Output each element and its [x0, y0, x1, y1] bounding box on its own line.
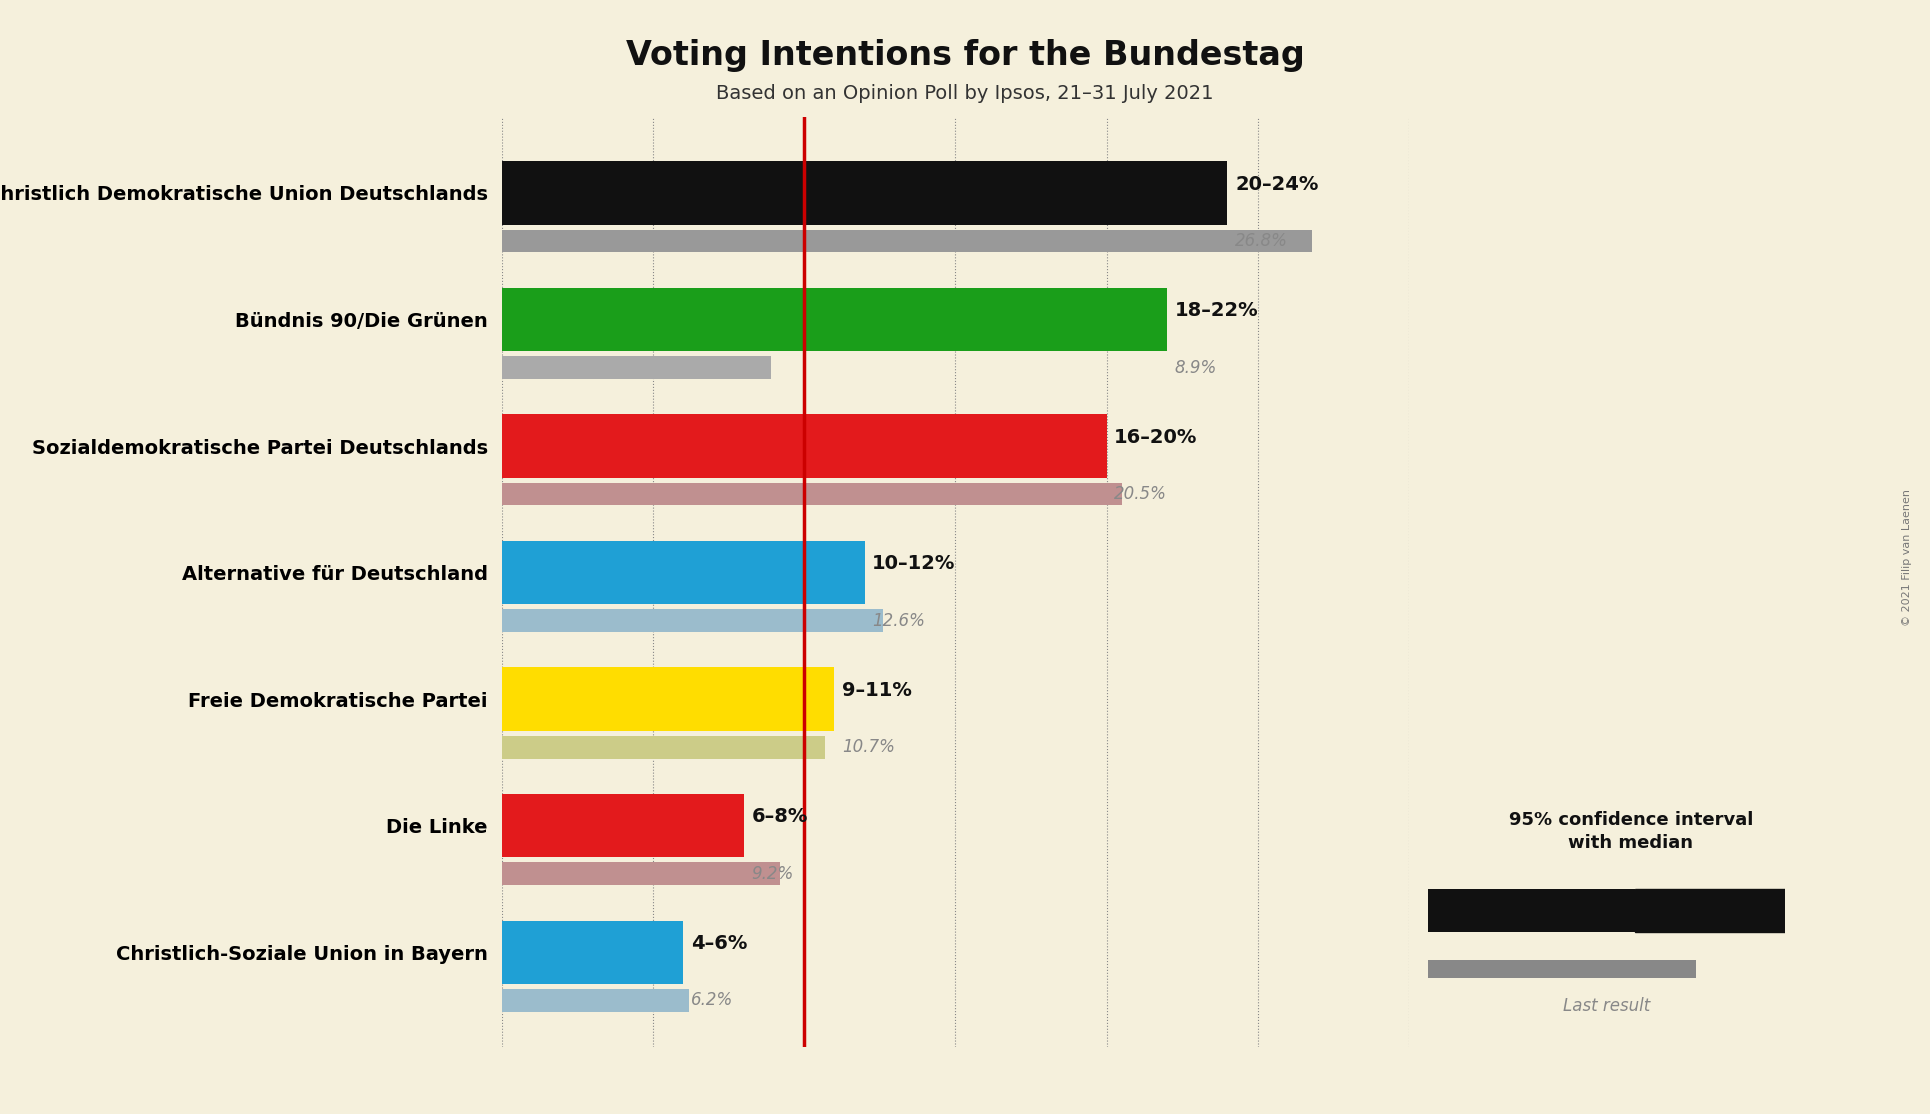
Text: 9–11%: 9–11% — [841, 681, 911, 700]
Text: 16–20%: 16–20% — [1114, 428, 1197, 447]
Text: 8.9%: 8.9% — [1175, 359, 1216, 377]
Bar — [1046, 287, 1168, 351]
Bar — [502, 229, 1312, 253]
Bar — [1428, 960, 1696, 978]
Bar — [502, 482, 1121, 506]
Bar — [986, 414, 1106, 478]
Bar — [805, 541, 865, 604]
Text: 9.2%: 9.2% — [751, 864, 793, 882]
Text: 20–24%: 20–24% — [1235, 175, 1318, 194]
Bar — [502, 862, 780, 886]
Text: 10.7%: 10.7% — [841, 739, 896, 756]
Text: 26.8%: 26.8% — [1235, 232, 1287, 250]
Text: 4–6%: 4–6% — [691, 934, 747, 952]
Bar — [1635, 889, 1785, 932]
Text: 12.6%: 12.6% — [872, 612, 924, 629]
Bar — [502, 794, 683, 858]
Text: 6–8%: 6–8% — [751, 808, 807, 827]
Bar — [502, 541, 805, 604]
Bar — [774, 667, 834, 731]
Text: 6.2%: 6.2% — [691, 991, 733, 1009]
Bar — [502, 356, 770, 379]
Bar — [502, 609, 882, 632]
Text: Last result: Last result — [1563, 997, 1650, 1015]
Bar — [502, 989, 689, 1012]
Text: 20.5%: 20.5% — [1114, 485, 1168, 504]
Text: © 2021 Filip van Laenen: © 2021 Filip van Laenen — [1901, 489, 1913, 625]
Bar — [502, 162, 1106, 225]
Bar — [683, 794, 743, 858]
Bar — [1106, 162, 1227, 225]
Bar — [502, 920, 623, 984]
Bar — [502, 414, 986, 478]
Text: 10–12%: 10–12% — [872, 554, 955, 574]
Text: Voting Intentions for the Bundestag: Voting Intentions for the Bundestag — [625, 39, 1305, 72]
Text: 18–22%: 18–22% — [1175, 301, 1258, 320]
Text: 95% confidence interval
with median: 95% confidence interval with median — [1509, 811, 1752, 852]
Bar — [1428, 889, 1635, 932]
Bar — [623, 920, 683, 984]
Text: Based on an Opinion Poll by Ipsos, 21–31 July 2021: Based on an Opinion Poll by Ipsos, 21–31… — [716, 84, 1214, 102]
Bar — [502, 736, 826, 759]
Bar — [502, 667, 774, 731]
Bar — [502, 287, 1046, 351]
